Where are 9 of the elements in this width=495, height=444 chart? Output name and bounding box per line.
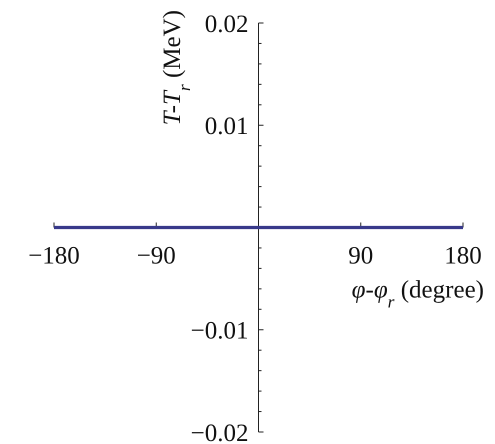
x-tick-label: −90 <box>136 242 176 270</box>
y-tick-label: −0.02 <box>190 420 248 444</box>
x-tick-label: 90 <box>348 242 374 270</box>
x-tick-label: 180 <box>444 242 482 270</box>
y-tick-label: 0.02 <box>204 10 248 38</box>
x-tick-label: −180 <box>28 242 80 270</box>
y-tick-label: 0.01 <box>204 113 248 140</box>
x-axis-title: φ-φ$_{r}$ (degree) <box>352 276 484 312</box>
y-tick-label: −0.01 <box>190 318 248 344</box>
